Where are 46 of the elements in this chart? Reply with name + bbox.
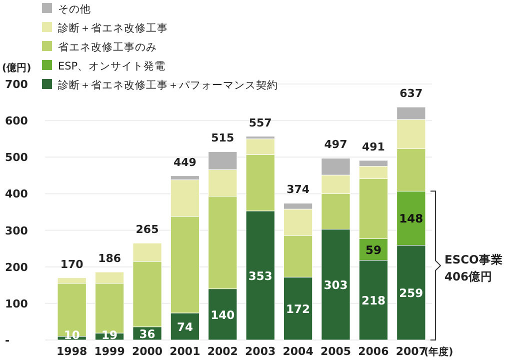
data-label: 172 [286, 302, 310, 316]
total-label: 557 [248, 116, 272, 130]
total-label: 497 [324, 138, 348, 152]
x-tick-label: 2003 [245, 345, 276, 358]
legend-label: ESP、オンサイト発電 [58, 60, 166, 72]
x-tick-label: 2001 [170, 345, 200, 358]
data-label: 36 [139, 326, 156, 341]
x-tick-label: 1998 [56, 345, 88, 358]
total-label: 637 [400, 87, 423, 100]
legend-label: その他 [58, 4, 91, 16]
data-label: 148 [399, 212, 424, 226]
total-label: 186 [98, 252, 122, 265]
x-tick-label: 2005 [320, 345, 352, 358]
total-label: 374 [286, 183, 310, 196]
data-label: 74 [176, 320, 193, 334]
x-axis-title: (年度) [424, 346, 454, 358]
y-axis-title: (億円) [2, 62, 32, 74]
x-tick-label: 2004 [282, 345, 314, 358]
y-tick-label: 200 [5, 260, 28, 274]
y-tick-label: 600 [5, 114, 28, 128]
data-label: 218 [361, 294, 386, 308]
y-tick-label: 500 [5, 151, 28, 164]
x-tick-label: 2007 [396, 345, 426, 358]
total-label: 170 [60, 258, 84, 271]
total-label: 515 [211, 132, 234, 145]
legend-label: 診断＋省エネ改修工事＋パフォーマンス契約 [58, 78, 278, 92]
y-tick-label: 400 [5, 188, 28, 201]
data-label: 59 [365, 242, 382, 257]
y-tick-label: - [5, 334, 10, 347]
x-tick-label: 1999 [94, 345, 125, 358]
legend-label: 診断＋省エネ改修工事 [58, 22, 168, 34]
total-label: 265 [136, 223, 159, 236]
total-label: 449 [173, 156, 196, 169]
total-label: 491 [362, 140, 385, 154]
x-tick-label: 2006 [358, 345, 390, 358]
y-tick-label: 300 [5, 224, 28, 238]
data-label: 353 [248, 268, 272, 283]
data-label: 259 [399, 286, 424, 300]
data-label: 303 [324, 278, 348, 292]
x-tick-label: 2000 [132, 345, 163, 358]
data-label: 140 [210, 308, 235, 322]
legend-label: 省エネ改修工事のみ [58, 40, 157, 54]
text: ESCO事業 406億円 [444, 252, 503, 284]
y-tick-label: 100 [5, 297, 28, 310]
y-tick-label: 700 [5, 78, 28, 91]
x-tick-label: 2002 [207, 345, 238, 358]
